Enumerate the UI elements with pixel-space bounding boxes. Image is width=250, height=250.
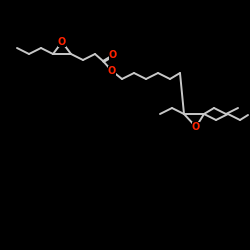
Text: O: O	[108, 66, 116, 76]
Text: O: O	[192, 122, 200, 132]
Text: O: O	[58, 37, 66, 47]
Text: O: O	[109, 50, 117, 60]
